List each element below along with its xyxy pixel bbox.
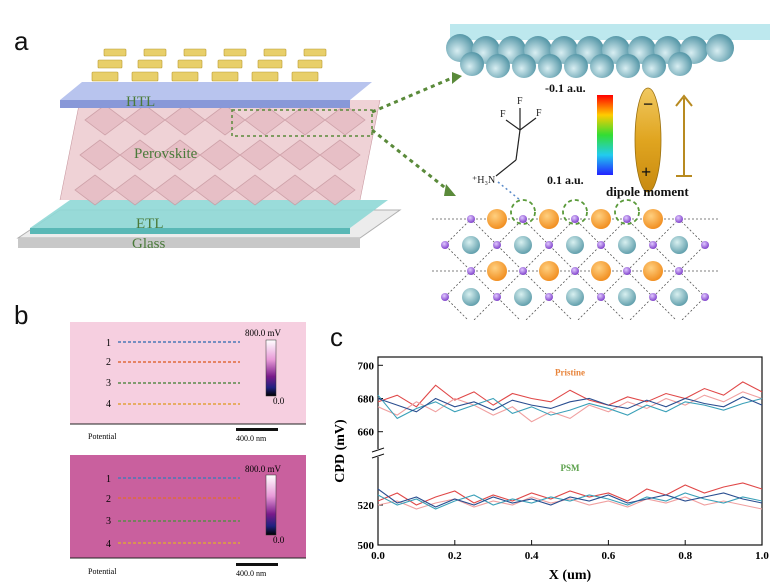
line-label-1: 1 [106,338,111,349]
dipole-arrow [675,94,693,177]
gold-electrodes [91,48,327,82]
x-tick-label: 0.0 [371,550,385,562]
panel-b-letter: b [14,300,29,330]
x-axis-label: X (um) [549,568,592,583]
line-label-4: 4 [106,399,111,410]
footer-potential: Potential [88,567,117,576]
atom-f3: F [536,108,542,119]
series-line [377,396,763,413]
axis-break-mark [371,453,385,459]
group-label-pristine: Pristine [555,367,585,377]
zoom-region-box [231,109,373,137]
line-label-3: 3 [106,516,111,527]
axis-break-mask [372,449,384,457]
y-axis-label: CPD (mV) [333,419,348,483]
perovskite-lattice [432,199,720,320]
panel-a-letter: a [14,26,29,56]
y-tick-label: 520 [358,500,375,512]
y-tick-label: 680 [358,394,375,406]
molecule-structure [495,108,537,177]
axis-break-mark [371,447,385,453]
scalebar-label: 400.0 nm [236,434,267,443]
top-sphere-surface [446,24,770,78]
scale-min: 0.0 [273,396,285,406]
dipole-minus: − [643,94,653,114]
series-line [377,394,763,420]
series-line [377,391,763,423]
series-line [377,482,763,506]
panel-c-letter: c [330,322,343,352]
etl-layer [30,200,388,234]
atom-amine: ⁺H₃N [472,175,495,186]
group-label-psm: PSM [561,463,581,473]
dipole-ellipse [634,87,662,193]
series-line [377,488,763,508]
dipole-label: dipole moment [606,184,689,199]
label-etl: ETL [136,216,164,232]
scalebar-label: 400.0 nm [236,569,267,578]
series-line [377,492,763,510]
colorbar-top-label: -0.1 a.u. [545,81,586,95]
line-label-3: 3 [106,378,111,389]
line-label-2: 2 [106,357,111,368]
colorbar [597,95,613,175]
x-tick-label: 1.0 [755,550,769,562]
scale-max: 800.0 mV [245,464,282,474]
label-htl: HTL [126,94,155,110]
x-tick-label: 0.8 [678,550,692,562]
zoom-connectors [371,76,453,192]
panel-a-illustration: HTL Perovskite ETL Glass F F F ⁺H₃N -0.1… [16,24,770,320]
colorbar-bottom-label: 0.1 a.u. [547,173,584,187]
line-label-4: 4 [106,539,111,550]
x-tick-label: 0.4 [525,550,539,562]
series-line [377,381,763,408]
y-tick-label: 500 [358,540,375,552]
atom-f2: F [517,96,523,107]
atom-f1: F [500,109,506,120]
htl-layer [60,82,372,108]
series-line [377,496,763,510]
x-tick-label: 0.2 [448,550,462,562]
scale-max: 800.0 mV [245,328,282,338]
line-label-2: 2 [106,494,111,505]
kpfm-map-psm: 1 2 3 4 800.0 mV 0.0 Potential 400.0 nm [70,455,306,578]
kpfm-map-pristine: 1 2 3 4 800.0 mV 0.0 Potential 400.0 nm [70,322,306,443]
scale-min: 0.0 [273,535,285,545]
cpd-line-chart: 0.0 0.2 0.4 0.6 0.8 1.0 660 680 700 500 520 X (um) C… [333,356,769,583]
y-tick-label: 700 [358,360,375,372]
y-tick-label: 660 [358,427,375,439]
dipole-plus: + [641,162,651,182]
footer-potential: Potential [88,432,117,441]
perovskite-layer [59,99,381,206]
x-tick-label: 0.6 [602,550,616,562]
label-glass: Glass [132,236,165,252]
label-perovskite: Perovskite [134,146,198,162]
line-label-1: 1 [106,474,111,485]
